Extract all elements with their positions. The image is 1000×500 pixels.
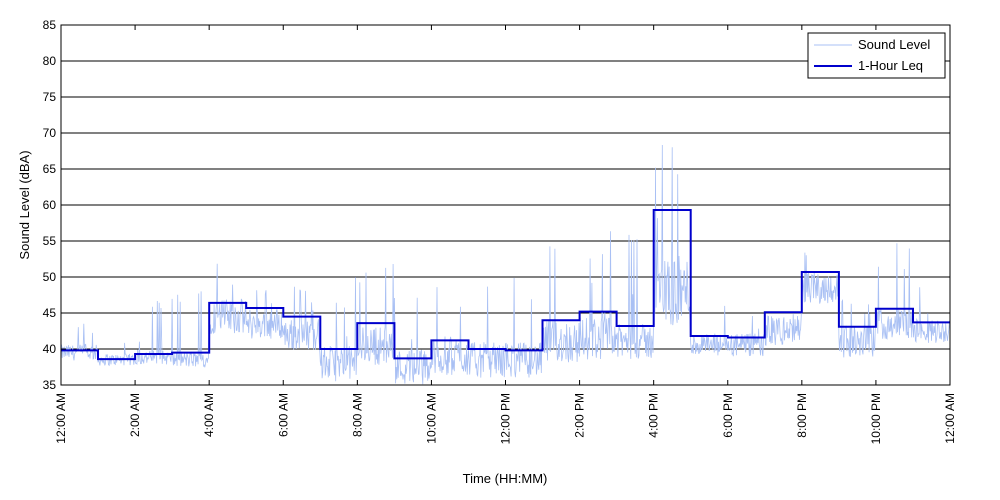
y-tick-label: 60 [43,198,57,212]
legend-box [807,32,946,79]
x-tick-label: 12:00 AM [943,393,957,444]
axes: 35 40 45 50 55 60 65 70 75 80 85 12:00 AM 2:00 AM 4:0… [43,18,957,444]
y-tick-label: 80 [43,54,57,68]
y-tick-label: 65 [43,162,57,176]
x-tick-label: 12:00 AM [54,393,68,444]
y-tick-label: 70 [43,126,57,140]
y-tick-label: 85 [43,18,57,32]
x-tick-label: 4:00 PM [647,393,661,438]
x-tick-label: 10:00 AM [424,393,438,444]
x-axis-title: Time (HH:MM) [463,471,548,486]
x-tick-label: 4:00 AM [202,393,216,437]
x-tick-label: 6:00 PM [721,393,735,438]
legend-label-sound-level: Sound Level [858,37,930,52]
y-tick-label: 50 [43,270,57,284]
y-tick-label: 75 [43,90,57,104]
x-tick-label: 8:00 AM [350,393,364,437]
x-tick-label: 2:00 PM [573,393,587,438]
y-tick-label: 55 [43,234,57,248]
leq-step-line [61,209,950,361]
x-tick-label: 10:00 PM [869,393,883,444]
legend-label-leq: 1-Hour Leq [858,58,923,73]
y-tick-label: 40 [43,342,57,356]
x-tick-label: 6:00 AM [276,393,290,437]
legend: Sound Level 1-Hour Leq [807,32,946,79]
y-axis-title: Sound Level (dBA) [17,150,32,259]
x-tick-label: 12:00 PM [499,393,513,444]
leq-series [61,209,950,361]
y-tick-label: 35 [43,378,57,392]
y-tick-label: 45 [43,306,57,320]
x-tick-label: 8:00 PM [795,393,809,438]
x-tick-label: 2:00 AM [128,393,142,437]
